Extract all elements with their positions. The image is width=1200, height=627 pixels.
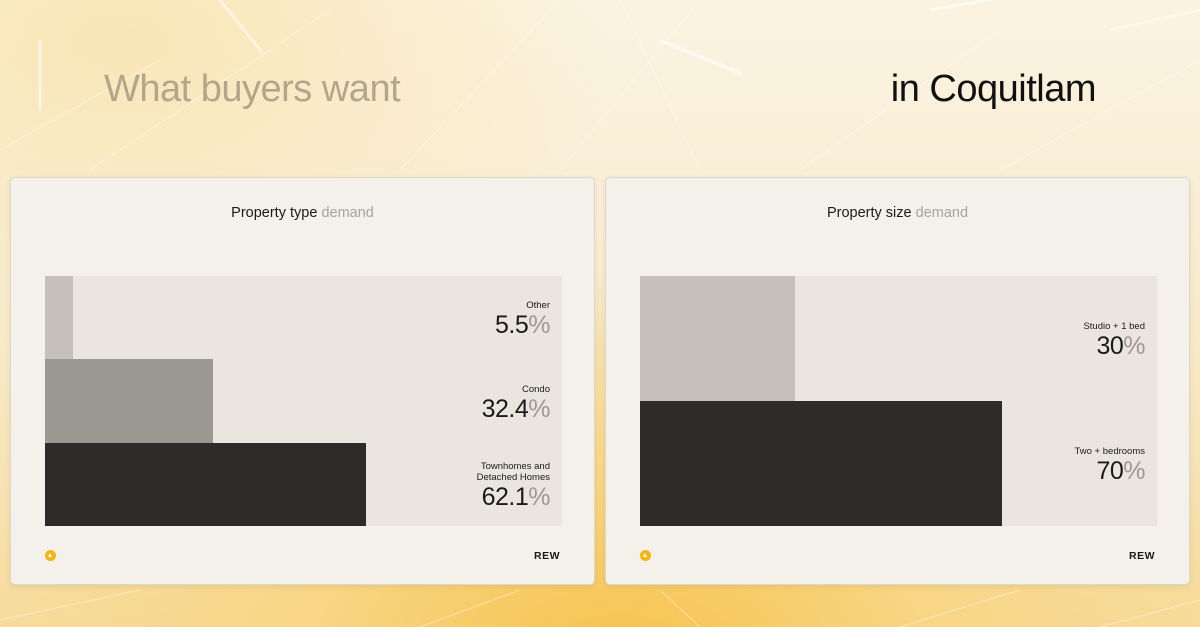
bar-2 [45, 442, 367, 526]
rew-logo-icon [45, 550, 56, 561]
chart-title-suffix: demand [321, 205, 374, 221]
unit-label: % [1123, 332, 1145, 360]
unit-label: % [528, 311, 550, 340]
value-label: 5.5% [495, 311, 550, 340]
bar-label-2: Townhomes and Detached Homes 62.1% [476, 461, 551, 512]
chart-title: Property size demand [606, 205, 1189, 221]
headline-left: What buyers want [104, 68, 401, 110]
bar-label-0: Other 5.5% [495, 300, 550, 339]
bar-label-0: Studio + 1 bed 30% [1083, 321, 1145, 360]
category-label: Other [526, 300, 550, 312]
value-label: 62.1% [481, 483, 551, 512]
category-label: Studio + 1 bed [1083, 321, 1145, 332]
property-type-card: Property type demand Other 5.5% Condo 32.4%… [10, 177, 595, 585]
value-label: 70% [1096, 457, 1145, 485]
brand-label: REW [1129, 550, 1155, 562]
value-label: 32.4% [481, 394, 551, 423]
brand-label: REW [534, 550, 560, 562]
chart-title-suffix: demand [915, 205, 969, 221]
property-size-card: Property size demand Studio + 1 bed 30% Tw… [605, 177, 1190, 585]
category-label: Townhomes and Detached Homes [476, 461, 550, 484]
unit-label: % [1123, 457, 1145, 485]
category-label: Condo [522, 383, 550, 395]
chart-title-main: Property type [231, 205, 318, 221]
rew-logo-icon [640, 550, 651, 561]
category-label: Two + bedrooms [1074, 446, 1146, 457]
bar-1 [640, 401, 1002, 526]
unit-label: % [528, 394, 550, 423]
chart-title-main: Property size [826, 205, 912, 221]
unit-label: % [528, 483, 550, 512]
bar-label-1: Condo 32.4% [481, 383, 551, 423]
bar-label-1: Two + bedrooms 70% [1075, 446, 1146, 485]
headline-right: in Coquitlam [890, 68, 1097, 110]
value-label: 30% [1096, 332, 1145, 360]
property-size-plot: Studio + 1 bed 30% Two + bedrooms 70% [640, 276, 1157, 526]
property-type-plot: Other 5.5% Condo 32.4% Townhomes and Detache… [45, 276, 562, 526]
chart-title: Property type demand [11, 205, 594, 221]
